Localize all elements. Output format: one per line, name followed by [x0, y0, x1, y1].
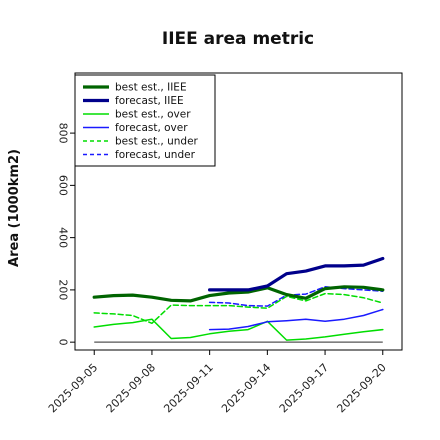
legend-label: best est., under	[115, 136, 199, 148]
legend-label: forecast, IIEE	[115, 95, 184, 107]
series-line	[93, 318, 384, 341]
y-axis-label: Area (1000km2)	[7, 149, 22, 267]
x-tick-label: 2025-09-08	[104, 361, 158, 415]
y-axis-ticks: 0 200 400 600 800	[57, 123, 75, 346]
series-line	[93, 292, 384, 325]
legend-label: forecast, over	[115, 122, 188, 134]
y-tick-label: 600	[57, 175, 70, 196]
x-axis-ticks: 2025-09-05 2025-09-08 2025-09-11 2025-09-14…	[46, 350, 389, 415]
x-tick-label: 2025-09-14	[219, 361, 273, 415]
series-line	[208, 256, 385, 292]
series-line	[208, 308, 384, 331]
plot-frame	[74, 72, 403, 351]
legend-label: forecast, under	[115, 149, 196, 161]
series-line	[208, 286, 384, 307]
series-layer	[92, 256, 385, 343]
x-tick-label: 2025-09-11	[161, 361, 215, 415]
legend-label: best est., IIEE	[115, 82, 187, 94]
legend-box	[74, 74, 216, 167]
legend-label: best est., over	[115, 109, 191, 121]
y-tick-label: 0	[57, 339, 70, 346]
x-tick-label: 2025-09-20	[334, 361, 388, 415]
chart-title: IIEE area metric	[162, 29, 314, 49]
x-tick-label: 2025-09-17	[277, 361, 331, 415]
y-tick-label: 200	[57, 279, 70, 300]
plot-area	[74, 72, 403, 351]
x-tick-label: 2025-09-05	[46, 361, 100, 415]
y-tick-label: 800	[57, 123, 70, 144]
y-tick-label: 400	[57, 227, 70, 248]
series-line	[92, 285, 385, 303]
